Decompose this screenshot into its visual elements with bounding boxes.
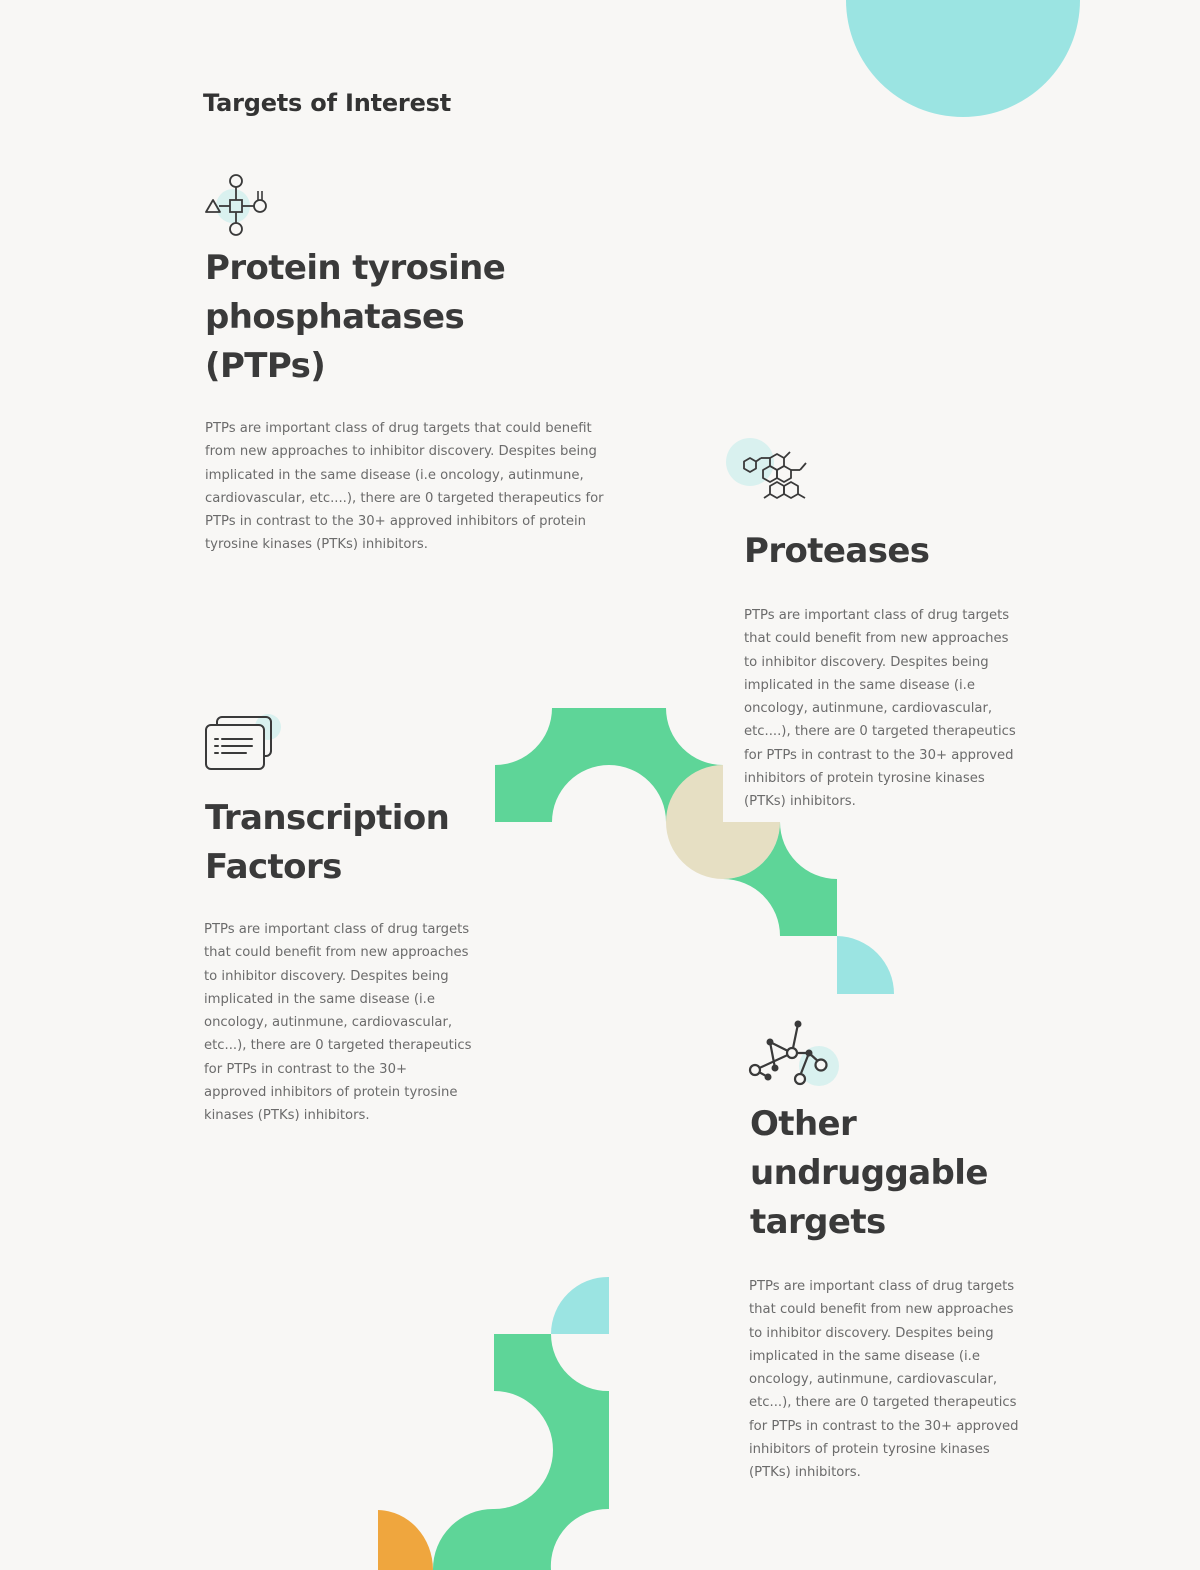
node-graph-icon	[748, 1020, 839, 1086]
target-card-transcription-factors: Transcription Factors PTPs are important…	[204, 712, 476, 1128]
card-description: PTPs are important class of drug targets…	[744, 608, 1016, 810]
card-description: PTPs are important class of drug targets…	[749, 1279, 1019, 1481]
molecule-network-icon	[205, 174, 267, 236]
section-title: Targets of Interest	[203, 89, 452, 117]
target-card-proteases: Proteases PTPs are important class of dr…	[726, 437, 1016, 814]
document-cards-icon	[205, 714, 281, 770]
teal-circle-decoration	[846, 0, 1080, 117]
green-arch-decoration	[495, 708, 723, 822]
green-wave-decoration	[723, 822, 837, 936]
teal-quarter-decoration	[837, 936, 894, 994]
card-description: PTPs are important class of drug targets…	[204, 922, 472, 1124]
teal-corner-decoration	[551, 1276, 609, 1334]
orange-quarter-decoration	[378, 1510, 434, 1570]
target-card-ptps: Protein tyrosine phosphatases (PTPs) PTP…	[205, 172, 605, 557]
green-s-shape-decoration	[432, 1334, 609, 1570]
card-title: Protein tyrosine phosphatases (PTPs)	[205, 248, 506, 386]
card-title: Other undruggable targets	[750, 1104, 988, 1242]
target-card-other-undruggable: Other undruggable targets PTPs are impor…	[748, 1020, 1023, 1485]
card-title: Proteases	[744, 531, 930, 571]
hexagon-chain-icon	[726, 438, 807, 499]
card-title: Transcription Factors	[205, 798, 450, 887]
card-description: PTPs are important class of drug targets…	[205, 421, 604, 553]
beige-quarter-decoration	[666, 765, 780, 879]
